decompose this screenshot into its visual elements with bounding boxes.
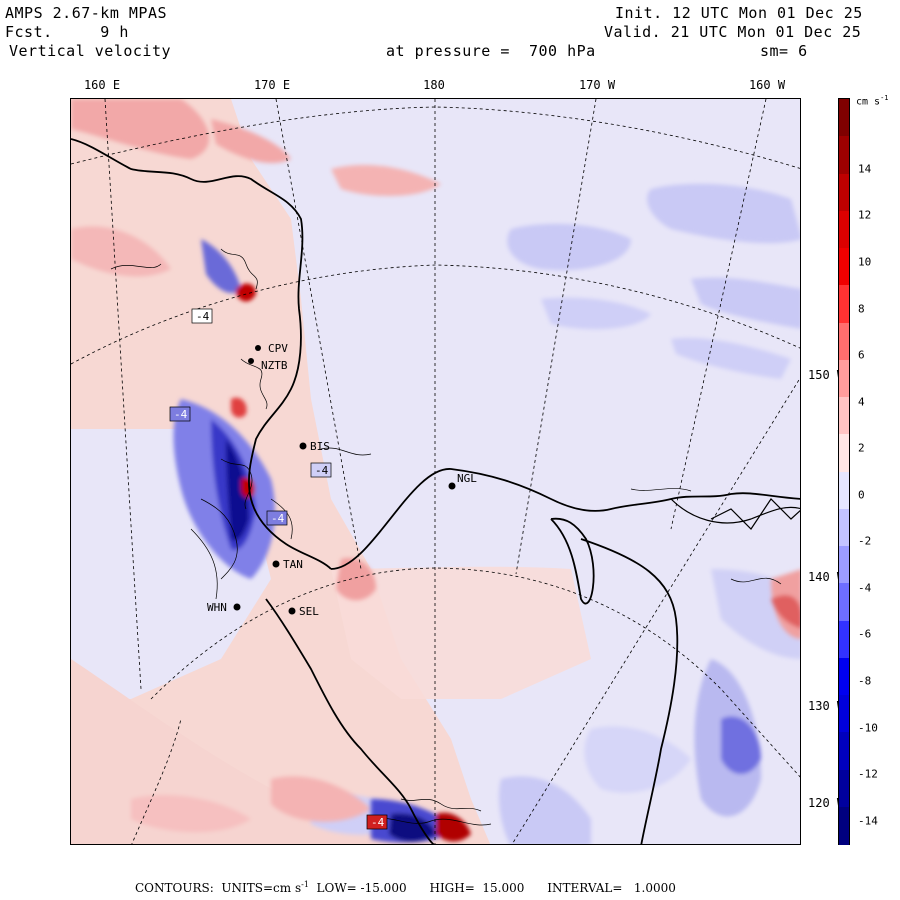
init-time: Init. 12 UTC Mon 01 Dec 25 bbox=[615, 4, 863, 22]
colorbar-tick-label: -4 bbox=[858, 581, 872, 595]
colorbar bbox=[838, 98, 850, 845]
sinking-patches bbox=[311, 183, 800, 844]
colorbar-segment bbox=[839, 769, 849, 808]
colorbar-segment bbox=[839, 546, 849, 584]
stations: CPV NZTB BIS NGL TAN SEL bbox=[207, 342, 477, 618]
model-title: AMPS 2.67-km MPAS bbox=[5, 4, 168, 22]
svg-text:-4: -4 bbox=[315, 464, 329, 477]
svg-text:-4: -4 bbox=[196, 310, 210, 323]
map-panel: -4 -4 -4 -4 -4 CPV bbox=[70, 98, 801, 845]
station-sel: SEL bbox=[288, 605, 319, 618]
colorbar-tick-label: -2 bbox=[858, 534, 872, 548]
lon-label-180: 180 bbox=[423, 78, 445, 92]
colorbar-segment bbox=[839, 285, 849, 323]
contour-lines bbox=[110, 248, 782, 826]
station-nztb: NZTB bbox=[248, 358, 288, 372]
colorbar-segment bbox=[839, 210, 849, 249]
colorbar-segment bbox=[839, 322, 849, 361]
svg-text:NGL: NGL bbox=[457, 472, 477, 485]
colorbar-segment bbox=[839, 508, 849, 547]
rising-patches bbox=[71, 99, 800, 833]
contour-label-box: -4 bbox=[191, 308, 213, 324]
colorbar-segment bbox=[839, 583, 849, 621]
colorbar-tick-label: 12 bbox=[858, 208, 872, 222]
valid-time: Valid. 21 UTC Mon 01 Dec 25 bbox=[604, 23, 862, 41]
smoothing-level: sm= 6 bbox=[760, 42, 808, 60]
svg-text:TAN: TAN bbox=[283, 558, 303, 571]
contour-labels: -4 -4 -4 -4 -4 bbox=[169, 308, 388, 830]
svg-text:-4: -4 bbox=[174, 408, 188, 421]
colorbar-tick-label: 10 bbox=[858, 255, 872, 269]
lon-label-160w: 160 W bbox=[748, 78, 786, 92]
ice-shelf-pink bbox=[331, 566, 591, 699]
lon-label-170w: 170 W bbox=[578, 78, 616, 92]
colorbar-segment bbox=[839, 136, 849, 174]
colorbar-segment bbox=[839, 806, 849, 845]
lon-label-170e: 170 E bbox=[253, 78, 291, 92]
svg-text:WHN: WHN bbox=[207, 601, 227, 614]
field-sinking-region bbox=[231, 99, 800, 844]
svg-text:-4: -4 bbox=[371, 816, 385, 829]
svg-text:BIS: BIS bbox=[310, 440, 330, 453]
colorbar-segment bbox=[839, 732, 849, 770]
colorbar-tick-label: -14 bbox=[858, 814, 878, 828]
colorbar-segment bbox=[839, 471, 849, 510]
colorbar-segment bbox=[839, 173, 849, 212]
station-tan: TAN bbox=[272, 558, 303, 571]
contour-label-box: -4 bbox=[366, 814, 388, 830]
colorbar-segment bbox=[839, 99, 849, 137]
field-name: Vertical velocity bbox=[9, 42, 172, 60]
pressure-level: at pressure = 700 hPa bbox=[386, 42, 596, 60]
colorbar-tick-label: 4 bbox=[858, 395, 865, 409]
station-whn: WHN bbox=[207, 601, 241, 614]
colorbar-tick-label: 6 bbox=[858, 348, 865, 362]
svg-text:NZTB: NZTB bbox=[261, 359, 288, 372]
colorbar-tick-label: 0 bbox=[858, 488, 865, 502]
colorbar-segment bbox=[839, 248, 849, 286]
colorbar-segment bbox=[839, 397, 849, 435]
lon-label-160e: 160 E bbox=[83, 78, 121, 92]
colorbar-segment bbox=[839, 695, 849, 733]
colorbar-segment bbox=[839, 620, 849, 659]
colorbar-tick-label: 2 bbox=[858, 441, 865, 455]
contour-label-box: -4 bbox=[169, 406, 191, 422]
station-ngl: NGL bbox=[448, 472, 477, 490]
colorbar-tick-label: -8 bbox=[858, 674, 872, 688]
forecast-hour: Fcst. 9 h bbox=[5, 23, 129, 41]
svg-text:-4: -4 bbox=[271, 512, 285, 525]
colorbar-tick-label: -12 bbox=[858, 767, 878, 781]
vertical-velocity-map: -4 -4 -4 -4 -4 CPV bbox=[71, 99, 800, 844]
coastline bbox=[71, 138, 800, 844]
colorbar-segment bbox=[839, 359, 849, 398]
orographic-band bbox=[173, 239, 471, 843]
station-bis: BIS bbox=[299, 440, 330, 453]
colorbar-tick-label: 14 bbox=[858, 162, 872, 176]
svg-text:SEL: SEL bbox=[299, 605, 319, 618]
station-cpv: CPV bbox=[255, 342, 288, 355]
colorbar-unit: cm s-1 bbox=[856, 94, 889, 108]
contour-label-box: -4 bbox=[266, 510, 288, 526]
colorbar-tick-label: -6 bbox=[858, 627, 872, 641]
svg-text:CPV: CPV bbox=[268, 342, 288, 355]
colorbar-tick-label: 8 bbox=[858, 302, 865, 316]
colorbar-segment bbox=[839, 657, 849, 696]
colorbar-segment bbox=[839, 434, 849, 472]
contour-info-footer: CONTOURS: UNITS=cm s-1 LOW= -15.000 HIGH… bbox=[135, 880, 676, 895]
contour-label-box: -4 bbox=[310, 462, 332, 478]
colorbar-tick-label: -10 bbox=[858, 721, 878, 735]
